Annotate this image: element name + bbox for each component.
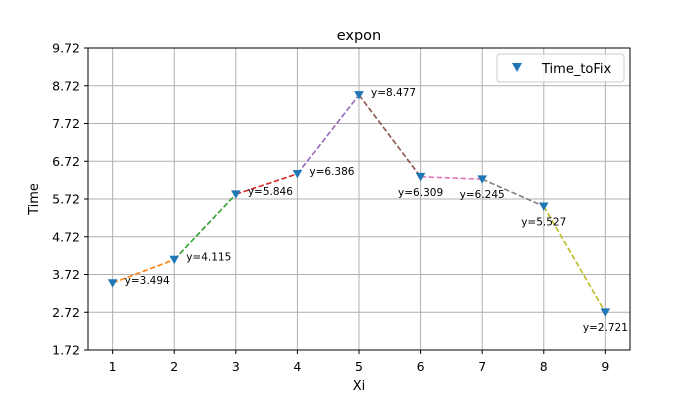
data-point-marker-1 xyxy=(107,279,118,288)
series-segment-6-7 xyxy=(420,175,483,180)
x-tick-label: 2 xyxy=(170,359,178,374)
y-tick-label: 2.72 xyxy=(52,305,80,320)
series-markers xyxy=(107,91,611,317)
y-tick-label: 6.72 xyxy=(52,154,80,169)
chart-title: expon xyxy=(337,28,382,44)
data-labels: y=3.494 y=4.115 y=5.846 y=6.386 y=8.477 y=6.3… xyxy=(125,87,628,334)
data-label-2: y=4.115 xyxy=(186,252,231,264)
data-point-marker-5 xyxy=(354,91,364,100)
series-segment-1-2 xyxy=(112,258,175,284)
y-tick-label: 9.72 xyxy=(52,41,80,56)
y-tick-label: 7.72 xyxy=(52,116,80,131)
x-tick-label: 8 xyxy=(540,359,548,374)
y-tick-label: 5.72 xyxy=(52,192,80,207)
data-label-3: y=5.846 xyxy=(248,186,293,198)
data-point-marker-7 xyxy=(477,175,487,184)
data-label-8: y=5.527 xyxy=(521,216,566,228)
data-label-1: y=3.494 xyxy=(125,275,170,287)
x-tick-label: 1 xyxy=(109,359,117,374)
x-tick-label: 4 xyxy=(293,359,301,374)
data-label-4: y=6.386 xyxy=(309,166,354,178)
y-tick-label: 3.72 xyxy=(52,267,80,282)
axis-ticks: 1 2 3 4 5 6 7 8 9 1.72 2.72 3.72 4.72 5.72 6.72 7.72 8.7… xyxy=(52,41,609,375)
y-tick-label: 8.72 xyxy=(52,78,80,93)
series-segment-8-9 xyxy=(543,205,607,313)
x-tick-label: 9 xyxy=(601,359,609,374)
series-segments xyxy=(112,94,607,313)
data-point-marker-9 xyxy=(600,308,611,317)
legend-entry-time-tofix: Time_toFix xyxy=(541,62,612,77)
y-tick-label: 1.72 xyxy=(52,343,80,358)
legend: Time_toFix xyxy=(496,53,625,83)
data-point-marker-6 xyxy=(415,172,426,182)
data-label-6: y=6.309 xyxy=(398,187,443,199)
legend-triangle-marker-icon xyxy=(512,63,522,72)
data-label-9: y=2.721 xyxy=(583,322,628,334)
series-segment-5-6 xyxy=(358,94,422,178)
series-segment-7-8 xyxy=(481,178,545,208)
x-axis-label: Xi xyxy=(353,379,366,394)
data-point-marker-2 xyxy=(169,255,180,265)
data-point-marker-8 xyxy=(538,202,549,211)
data-point-marker-3 xyxy=(231,190,241,199)
y-tick-label: 4.72 xyxy=(52,229,80,244)
legend-box xyxy=(496,53,625,83)
x-tick-label: 7 xyxy=(478,359,486,374)
series-segment-2-3 xyxy=(173,193,237,261)
x-tick-label: 3 xyxy=(232,359,240,374)
series-segment-4-5 xyxy=(296,94,360,175)
data-point-marker-4 xyxy=(292,170,303,179)
x-tick-label: 6 xyxy=(417,359,425,374)
data-label-7: y=6.245 xyxy=(460,189,505,201)
y-axis-label: Time xyxy=(27,183,42,216)
series-segment-3-4 xyxy=(235,173,298,196)
x-tick-label: 5 xyxy=(355,359,363,374)
data-label-5: y=8.477 xyxy=(371,87,416,99)
